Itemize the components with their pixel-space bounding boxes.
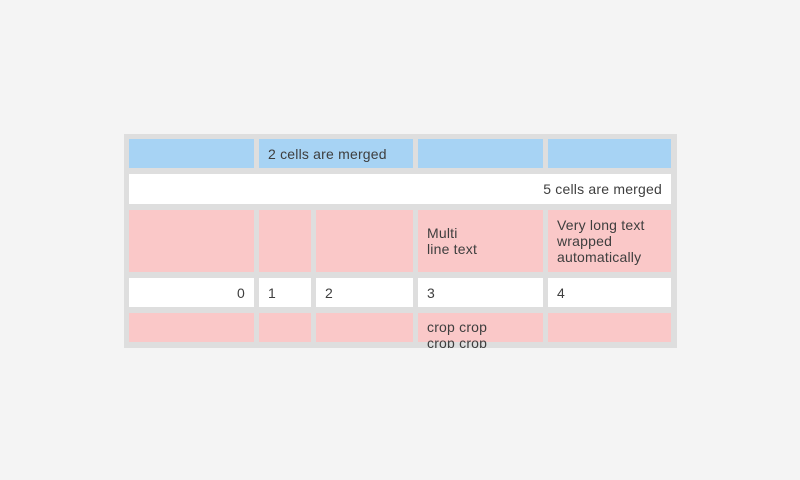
merged-5-label: 5 cells are merged [543,181,662,197]
table-cell-r5c4[interactable]: crop crop crop crop [418,313,543,348]
number-0: 0 [237,284,245,301]
table-widget[interactable]: 2 cells are merged 5 cells are merged Mu… [124,134,677,348]
table-cell-r3c2[interactable] [259,210,311,272]
table-row-3: Multi line text Very long text wrapped a… [129,210,671,272]
table-cell-r4c1[interactable]: 0 [129,278,254,307]
multi-line-text: Multi line text [427,225,478,257]
table-cell-r5c1[interactable] [129,313,254,342]
table-cell-r5c5[interactable] [548,313,671,342]
cropped-text: crop crop crop crop [427,319,488,348]
table-cell-r4c2[interactable]: 1 [259,278,311,307]
table-cell-r4c3[interactable]: 2 [316,278,413,307]
table-row-5: crop crop crop crop [129,313,671,348]
table-cell-r3c3[interactable] [316,210,413,272]
merged-2-label: 2 cells are merged [268,145,387,162]
table-cell-r5c3[interactable] [316,313,413,342]
table-cell-r4c4[interactable]: 3 [418,278,543,307]
table-cell-r3c4[interactable]: Multi line text [418,210,543,272]
number-2: 2 [325,284,333,301]
table-row-4: 0 1 2 3 4 [129,278,671,307]
table-row-1: 2 cells are merged [129,139,671,168]
number-1: 1 [268,284,276,301]
table-row-2: 5 cells are merged [129,174,671,204]
wrapped-text: Very long text wrapped automatically [557,217,645,265]
table-cell-r3c1[interactable] [129,210,254,272]
table-cell-r1-merged[interactable]: 2 cells are merged [259,139,413,168]
table-cell-r3c5[interactable]: Very long text wrapped automatically [548,210,671,272]
table-cell-r2-merged[interactable]: 5 cells are merged [129,174,671,204]
table-cell-r1c4[interactable] [418,139,543,168]
table-cell-r1c1[interactable] [129,139,254,168]
table-cell-r4c5[interactable]: 4 [548,278,671,307]
number-4: 4 [557,284,565,301]
table-cell-r5c2[interactable] [259,313,311,342]
table-cell-r1c5[interactable] [548,139,671,168]
number-3: 3 [427,284,435,301]
